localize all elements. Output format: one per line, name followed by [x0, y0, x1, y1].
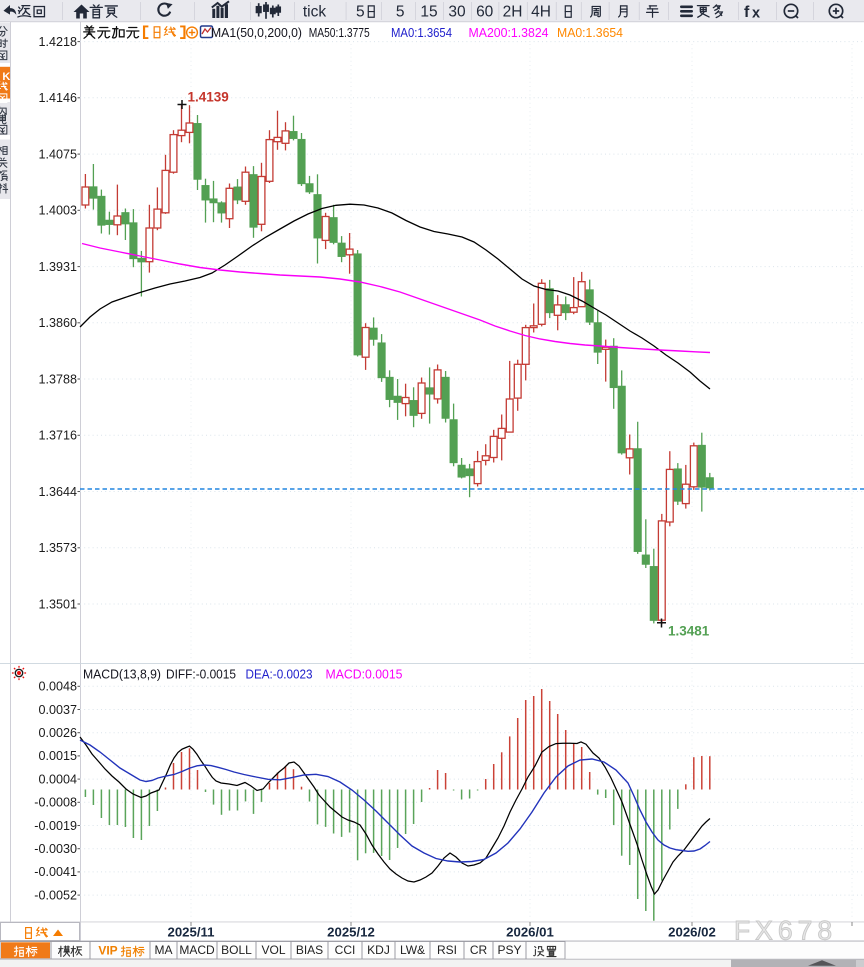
svg-text:BOLL: BOLL — [221, 943, 252, 957]
svg-text:1.3644: 1.3644 — [38, 485, 77, 499]
svg-text:VOL: VOL — [261, 943, 285, 957]
svg-text:KDJ: KDJ — [367, 943, 390, 957]
svg-text:0.0004: 0.0004 — [38, 772, 77, 786]
svg-text:2025/11: 2025/11 — [168, 925, 215, 940]
svg-text:1.3788: 1.3788 — [38, 372, 77, 386]
svg-text:1.3573: 1.3573 — [38, 541, 77, 555]
svg-text:1.4075: 1.4075 — [38, 147, 77, 161]
svg-text:1.4003: 1.4003 — [38, 204, 77, 218]
svg-text:DIFF:-0.0015: DIFF:-0.0015 — [166, 668, 236, 682]
svg-text:BIAS: BIAS — [296, 943, 323, 957]
svg-text:0.0026: 0.0026 — [38, 726, 77, 740]
svg-text:1.3716: 1.3716 — [38, 429, 77, 443]
svg-text:1.4218: 1.4218 — [38, 35, 77, 49]
svg-text:-0.0041: -0.0041 — [34, 865, 77, 879]
svg-text:0.0015: 0.0015 — [38, 749, 77, 763]
svg-text:-0.0030: -0.0030 — [34, 842, 77, 856]
svg-text:0.0037: 0.0037 — [38, 703, 77, 717]
svg-text:f: f — [744, 4, 750, 21]
svg-text:DEA:-0.0023: DEA:-0.0023 — [246, 668, 313, 682]
svg-text:1.4139: 1.4139 — [188, 90, 229, 105]
svg-text:1.3481: 1.3481 — [668, 624, 710, 639]
svg-text:x: x — [752, 6, 760, 22]
svg-text:30: 30 — [448, 4, 466, 21]
svg-text:K: K — [2, 71, 10, 83]
svg-text:15: 15 — [420, 4, 437, 21]
svg-text:CCI: CCI — [335, 943, 356, 957]
svg-text:5: 5 — [396, 4, 405, 21]
svg-text:1.3931: 1.3931 — [38, 260, 77, 274]
svg-text:5: 5 — [356, 4, 365, 21]
svg-text:PSY: PSY — [497, 943, 521, 957]
svg-text:MA200:1.3824: MA200:1.3824 — [469, 26, 549, 40]
svg-text:CR: CR — [470, 943, 488, 957]
svg-text:MACD:0.0015: MACD:0.0015 — [326, 668, 403, 682]
svg-text:1.3860: 1.3860 — [38, 316, 77, 330]
svg-text:2026/01: 2026/01 — [506, 925, 554, 940]
svg-text:MA0:1.3654: MA0:1.3654 — [557, 26, 623, 40]
svg-text:MACD: MACD — [179, 943, 215, 957]
svg-text:0.0048: 0.0048 — [38, 680, 77, 694]
svg-text:-0.0052: -0.0052 — [34, 888, 77, 902]
svg-text:2026/02: 2026/02 — [668, 925, 716, 940]
svg-text:60: 60 — [476, 4, 494, 21]
svg-text:-0.0008: -0.0008 — [34, 796, 77, 810]
svg-text:4H: 4H — [531, 4, 551, 21]
svg-text:MACD(13,8,9): MACD(13,8,9) — [83, 668, 161, 682]
svg-text:LW&: LW& — [400, 943, 425, 957]
svg-text:2H: 2H — [503, 4, 523, 21]
svg-text:MA0:1.3654: MA0:1.3654 — [391, 26, 452, 40]
svg-text:1.3501: 1.3501 — [38, 597, 77, 611]
svg-text:tick: tick — [303, 4, 327, 21]
svg-text:RSI: RSI — [437, 943, 457, 957]
svg-text:MA1(50,0,200,0): MA1(50,0,200,0) — [211, 26, 302, 40]
svg-text:2025/12: 2025/12 — [327, 925, 375, 940]
svg-text:1.4146: 1.4146 — [38, 91, 77, 105]
svg-text:MA: MA — [155, 943, 173, 957]
svg-text:VIP: VIP — [98, 944, 117, 958]
svg-text:-0.0019: -0.0019 — [34, 819, 77, 833]
svg-text:MA50:1.3775: MA50:1.3775 — [309, 26, 370, 40]
